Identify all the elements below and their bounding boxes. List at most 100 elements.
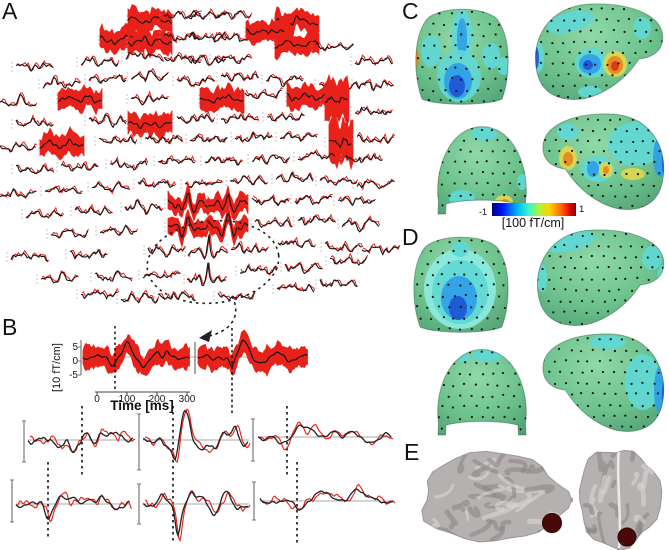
meg-sensor-trace bbox=[164, 208, 209, 248]
meg-sensor-trace bbox=[116, 289, 160, 305]
meg-sensor-trace bbox=[184, 8, 228, 21]
meg-sensor-trace bbox=[216, 70, 260, 83]
meg-sensor-trace bbox=[126, 67, 170, 83]
meg-sensor-trace bbox=[311, 39, 355, 53]
panel-e-label: E bbox=[404, 439, 420, 465]
meg-sensor-trace bbox=[352, 131, 396, 145]
meg-sensor-trace bbox=[180, 178, 224, 189]
meg-sensor-trace bbox=[126, 110, 173, 141]
meg-sensor-trace bbox=[172, 74, 216, 87]
meg-sensor-trace bbox=[138, 269, 182, 280]
meg-sensor-trace bbox=[87, 180, 131, 195]
meg-sensor-trace bbox=[271, 170, 315, 184]
meg-sensor-trace bbox=[204, 185, 249, 221]
b-x-tick-label: 0 bbox=[94, 394, 100, 405]
b-x-tick-label: 200 bbox=[148, 394, 166, 405]
meg-sensor-trace bbox=[209, 31, 253, 42]
panel-a-label: A bbox=[2, 0, 18, 24]
brain-surface-lateral bbox=[421, 450, 573, 543]
topomap-head-d-front bbox=[437, 348, 527, 436]
meg-sensor-trace bbox=[183, 262, 228, 287]
topomap-head-d-back bbox=[413, 236, 509, 333]
topomap-head-c-sider bbox=[535, 3, 664, 100]
meg-sensor-trace bbox=[262, 111, 305, 122]
meg-sensor-trace bbox=[153, 289, 197, 302]
meg-sensor-trace bbox=[315, 175, 359, 186]
meg-sensor-trace bbox=[293, 213, 337, 226]
evoked-trace bbox=[137, 406, 251, 543]
meg-sensor-trace bbox=[198, 82, 245, 114]
source-marker bbox=[542, 513, 562, 533]
meg-sensor-trace bbox=[275, 131, 319, 143]
meg-sensor-trace bbox=[351, 78, 395, 92]
b-x-tick-label: 100 bbox=[118, 394, 136, 405]
meg-sensor-trace bbox=[153, 154, 196, 166]
meg-sensor-trace bbox=[46, 228, 90, 239]
meg-sensor-trace bbox=[247, 153, 291, 166]
colorbar bbox=[492, 203, 576, 216]
meg-sensor-trace bbox=[184, 230, 229, 261]
meg-sensor-trace bbox=[159, 31, 202, 44]
meg-sensor-trace bbox=[216, 112, 260, 124]
b-x-axis-label: Time [ms] bbox=[110, 398, 174, 413]
meg-sensor-trace bbox=[324, 115, 354, 171]
meg-sensor-trace bbox=[337, 215, 381, 233]
panel-b-inset bbox=[78, 326, 309, 414]
meg-sensor-trace bbox=[105, 155, 149, 171]
meg-sensor-trace bbox=[172, 111, 216, 124]
meg-sensor-trace bbox=[84, 112, 128, 129]
meg-sensor-trace bbox=[250, 215, 293, 229]
meg-sensor-trace bbox=[350, 54, 394, 67]
meg-sensor-trace bbox=[247, 193, 291, 207]
meg-sensor-trace bbox=[184, 30, 228, 43]
meg-sensor-trace bbox=[293, 149, 337, 162]
meg-sensor-trace bbox=[56, 160, 99, 172]
topomap-head-d-sidel bbox=[542, 333, 665, 432]
brain-surface-top bbox=[578, 449, 663, 550]
meg-sensor-trace bbox=[320, 240, 364, 253]
meg-sensor-trace bbox=[235, 263, 279, 276]
meg-sensor-trace bbox=[225, 174, 269, 186]
meg-sensor-trace bbox=[38, 125, 85, 161]
meg-sensor-trace bbox=[21, 206, 65, 219]
meg-sensor-trace bbox=[76, 55, 120, 68]
b-y-tick-label: 5 bbox=[72, 342, 78, 353]
panel-d-label: D bbox=[402, 224, 419, 250]
meg-sensor-trace bbox=[0, 187, 37, 200]
meg-sensor-trace bbox=[333, 195, 376, 207]
meg-sensor-trace bbox=[273, 236, 317, 249]
colorbar-unit-label: [100 fT/cm] bbox=[501, 216, 565, 230]
meg-sensor-trace bbox=[184, 54, 228, 67]
source-marker bbox=[617, 527, 637, 547]
meg-sensor-trace bbox=[209, 9, 253, 20]
meg-sensor-trace bbox=[273, 28, 320, 61]
meg-sensor-trace bbox=[76, 287, 120, 300]
evoked-trace bbox=[22, 406, 136, 477]
colorbar-min-label: -1 bbox=[479, 207, 488, 217]
meg-sensor-trace bbox=[11, 113, 54, 129]
selection-ellipse bbox=[146, 219, 280, 305]
meg-sensor-trace bbox=[352, 178, 396, 191]
meg-sensor-trace bbox=[230, 130, 273, 144]
colorbar-max-label: 1 bbox=[579, 204, 585, 215]
meg-sensor-trace bbox=[94, 133, 138, 146]
meg-sensor-trace bbox=[315, 278, 359, 289]
meg-sensor-trace bbox=[159, 10, 203, 20]
meg-sensor-trace bbox=[65, 248, 109, 260]
topomap-head-d-sider bbox=[537, 229, 665, 326]
meg-sensor-trace bbox=[120, 198, 164, 216]
meg-sensor-trace bbox=[185, 132, 228, 144]
meg-sensor-trace bbox=[36, 270, 79, 284]
meg-sensor-trace bbox=[272, 281, 316, 294]
meg-sensor-trace bbox=[200, 155, 244, 167]
meg-sensor-trace bbox=[70, 203, 114, 217]
evoked-trace bbox=[252, 462, 396, 543]
b-y-tick-label: 0 bbox=[72, 356, 78, 367]
meg-sensor-trace bbox=[95, 224, 139, 237]
meg-sensor-trace bbox=[11, 163, 55, 175]
topomap-head-c-front bbox=[437, 126, 527, 215]
meg-sensor-trace bbox=[340, 152, 384, 164]
meg-sensor-trace bbox=[11, 59, 55, 73]
